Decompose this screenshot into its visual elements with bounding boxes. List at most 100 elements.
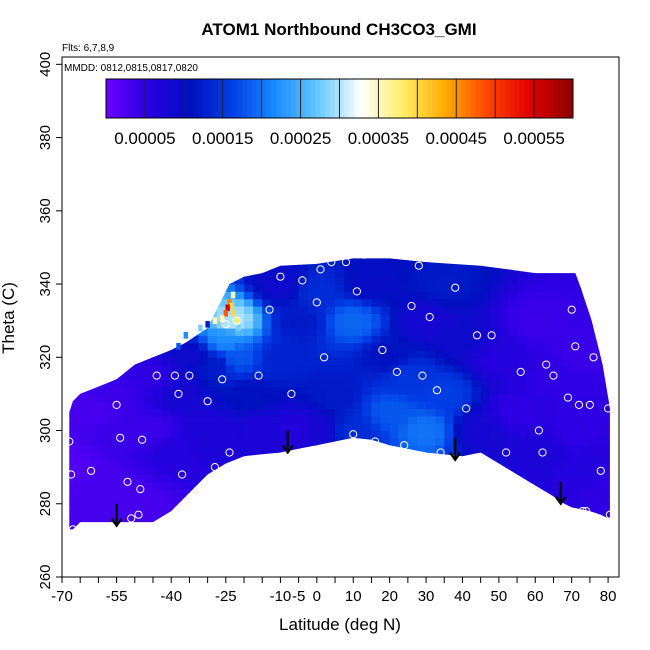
heatmap-cell <box>180 276 190 285</box>
heatmap-cell <box>253 269 263 278</box>
heatmap-cell <box>216 452 227 461</box>
heatmap-cell <box>562 401 573 410</box>
heatmap-cell <box>171 489 181 497</box>
heatmap-cell <box>116 445 127 454</box>
heatmap-cell <box>489 489 500 497</box>
heatmap-cell <box>362 276 372 285</box>
heatmap-cell <box>225 518 236 527</box>
heatmap-cell <box>407 496 418 505</box>
heatmap-cell <box>608 481 610 490</box>
heatmap-cell <box>371 525 382 530</box>
heatmap-cell <box>262 474 272 483</box>
heatmap-cell <box>599 525 609 530</box>
heatmap-cell <box>189 386 200 395</box>
sample-point <box>571 342 580 351</box>
heatmap-cell <box>407 364 418 373</box>
heatmap-cell <box>407 284 418 292</box>
heatmap-cell <box>581 533 591 541</box>
heatmap-cell <box>225 357 236 366</box>
heatmap-cell <box>535 320 545 329</box>
heatmap-cell <box>289 415 300 424</box>
heatmap-cell <box>517 511 527 519</box>
heatmap-cell <box>171 481 181 490</box>
heatmap-cell <box>553 518 564 527</box>
heatmap-cell <box>107 350 118 358</box>
heatmap-cell <box>226 533 236 541</box>
heatmap-cell <box>599 467 609 475</box>
heatmap-cell <box>80 269 90 278</box>
heatmap-cell <box>453 342 464 351</box>
heatmap-cell <box>335 481 345 490</box>
heatmap-cell <box>444 269 454 278</box>
heatmap-cell <box>253 350 263 358</box>
heatmap-cell <box>198 393 209 402</box>
heatmap-cell <box>599 452 609 461</box>
heatmap-cell <box>271 489 281 497</box>
heatmap-cell <box>608 467 610 475</box>
heatmap-cell <box>244 284 254 292</box>
heatmap-cell <box>362 357 372 366</box>
heatmap-cell <box>217 247 227 255</box>
heatmap-cell <box>535 459 545 468</box>
heatmap-cell <box>216 284 227 292</box>
heatmap-cell <box>171 371 181 380</box>
heatmap-cell <box>562 371 573 380</box>
heatmap-cell <box>316 452 327 461</box>
heatmap-cell <box>353 430 363 439</box>
heatmap-cell <box>462 408 473 417</box>
heatmap-cell <box>498 269 509 278</box>
heatmap-cell <box>462 298 473 307</box>
heatmap-cell <box>207 452 218 461</box>
heatmap-cell <box>544 335 555 344</box>
heatmap-cell <box>134 467 145 475</box>
heatmap-cell <box>571 262 582 270</box>
heatmap-cell <box>471 342 482 351</box>
heatmap-cell <box>316 437 327 446</box>
heatmap-cell <box>116 423 127 432</box>
heatmap-cell <box>480 525 491 530</box>
heatmap-cell <box>480 489 491 497</box>
heatmap-cell <box>298 445 309 454</box>
heatmap-cell <box>207 342 218 351</box>
heatmap-cell <box>316 445 327 454</box>
heatmap-cell <box>353 511 363 519</box>
heatmap-cell <box>535 518 545 527</box>
heatmap-cell <box>608 503 610 512</box>
heatmap-cell <box>544 467 555 475</box>
heatmap-cell <box>298 258 309 263</box>
heatmap-cell <box>472 247 482 255</box>
heatmap-cell <box>180 533 190 541</box>
colorbar-segment <box>120 79 126 118</box>
heatmap-cell <box>253 306 263 314</box>
heatmap-cell <box>262 298 272 307</box>
heatmap-cell <box>489 313 500 322</box>
heatmap-cell <box>344 247 354 255</box>
heatmap-cell <box>380 276 391 285</box>
heatmap-cell <box>562 481 573 490</box>
heatmap-cell <box>307 357 318 366</box>
heatmap-cell <box>335 430 345 439</box>
heatmap-cell <box>98 313 109 322</box>
heatmap-cell <box>225 503 236 512</box>
heatmap-cell <box>89 393 99 402</box>
heatmap-cell <box>153 357 163 366</box>
heatmap-cell <box>98 320 109 329</box>
heatmap-cell <box>280 335 291 344</box>
heatmap-cell <box>498 415 509 424</box>
heatmap-cell <box>80 350 90 358</box>
y-axis-label: Theta (C) <box>0 282 18 354</box>
heatmap-cell <box>544 474 555 483</box>
heatmap-cell <box>280 511 291 519</box>
heatmap-cell <box>562 445 573 454</box>
sample-point <box>371 437 380 446</box>
heatmap-cell <box>517 379 527 388</box>
heatmap-cell <box>116 525 127 530</box>
heatmap-cell <box>134 496 145 505</box>
heatmap-cell <box>435 496 445 505</box>
heatmap-cell <box>244 452 254 461</box>
colorbar-segment <box>290 79 297 118</box>
heatmap-cell <box>198 306 209 314</box>
heatmap-cell <box>471 371 482 380</box>
heatmap-cell <box>189 496 200 505</box>
colorbar-segment <box>417 79 423 118</box>
